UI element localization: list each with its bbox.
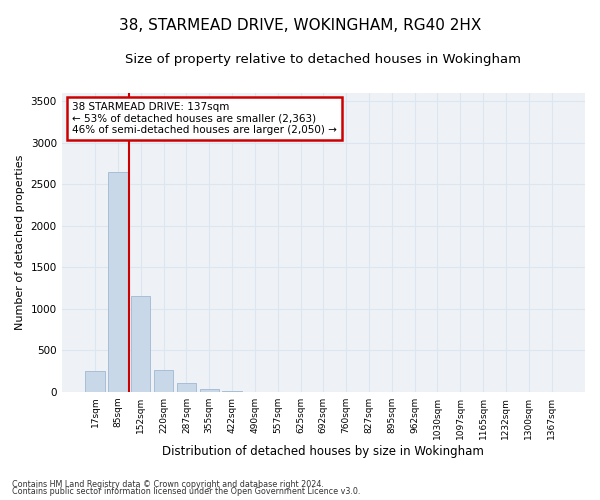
X-axis label: Distribution of detached houses by size in Wokingham: Distribution of detached houses by size … [163, 444, 484, 458]
Bar [223, 391, 242, 392]
Text: 38 STARMEAD DRIVE: 137sqm
← 53% of detached houses are smaller (2,363)
46% of se: 38 STARMEAD DRIVE: 137sqm ← 53% of detac… [72, 102, 337, 135]
Text: Contains HM Land Registry data © Crown copyright and database right 2024.: Contains HM Land Registry data © Crown c… [12, 480, 324, 489]
Bar [85, 371, 105, 392]
Bar [200, 388, 219, 392]
Text: Contains public sector information licensed under the Open Government Licence v3: Contains public sector information licen… [12, 487, 361, 496]
Bar [177, 383, 196, 392]
Title: Size of property relative to detached houses in Wokingham: Size of property relative to detached ho… [125, 52, 521, 66]
Text: 38, STARMEAD DRIVE, WOKINGHAM, RG40 2HX: 38, STARMEAD DRIVE, WOKINGHAM, RG40 2HX [119, 18, 481, 32]
Bar [154, 370, 173, 392]
Bar [108, 172, 128, 392]
Y-axis label: Number of detached properties: Number of detached properties [15, 155, 25, 330]
Bar [131, 296, 151, 392]
